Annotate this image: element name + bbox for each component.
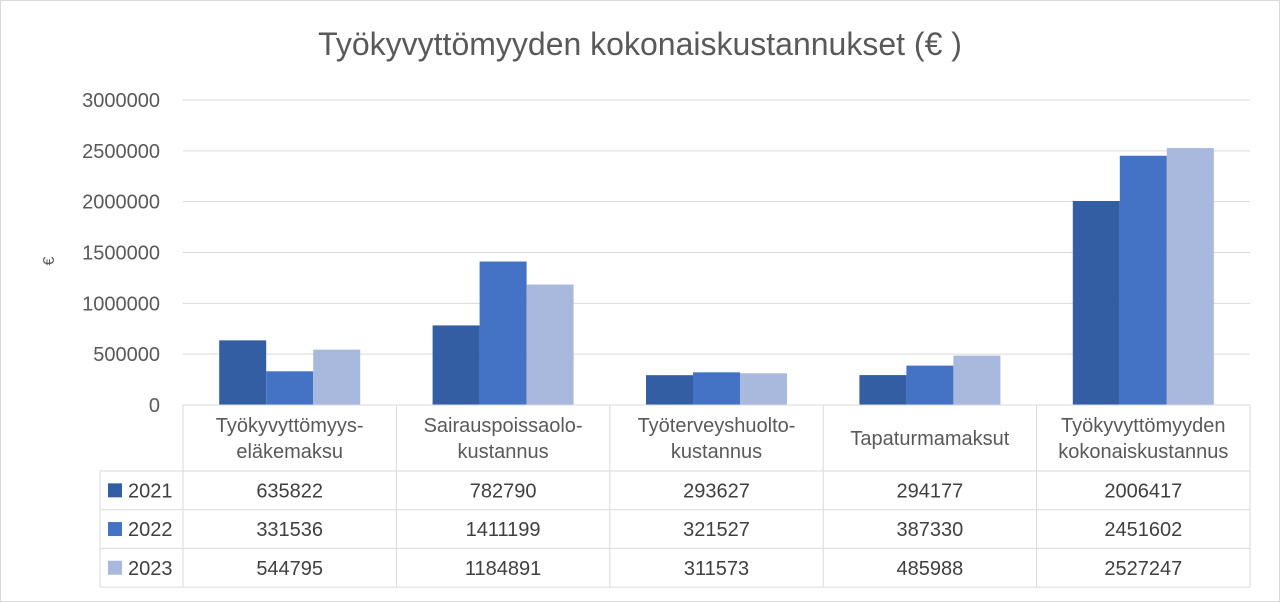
data-label: 294177 — [897, 480, 964, 502]
y-tick-label: 2000000 — [82, 192, 160, 214]
bar-2023 — [526, 284, 574, 405]
bar-2021 — [859, 375, 907, 405]
category-label: Työterveyshuolto- — [638, 415, 796, 437]
bar-2022 — [479, 261, 527, 405]
category-label: Työkyvyttömyyden — [1061, 415, 1226, 437]
category-label: Sairauspoissaolo- — [424, 415, 583, 437]
bar-2022 — [1119, 155, 1167, 405]
bar-2023 — [953, 355, 1001, 405]
y-tick-label: 0 — [149, 395, 160, 417]
bar-2022 — [906, 365, 954, 405]
legend-label: 2023 — [128, 558, 173, 580]
data-label: 2006417 — [1104, 480, 1182, 502]
data-label: 1184891 — [465, 558, 541, 580]
category-label: kokonaiskustannus — [1058, 441, 1228, 463]
category-label: Tapaturmamaksut — [850, 428, 1009, 450]
bar-2023 — [313, 349, 361, 405]
legend-label: 2021 — [128, 480, 173, 502]
category-label: eläkemaksu — [236, 441, 343, 463]
data-label: 387330 — [897, 519, 964, 541]
data-label: 321527 — [683, 519, 750, 541]
data-label: 1411199 — [466, 519, 541, 541]
bar-2023 — [740, 373, 787, 405]
data-label: 635822 — [256, 480, 323, 502]
category-label: kustannus — [458, 441, 549, 463]
data-label: 782790 — [470, 480, 537, 502]
bar-2023 — [1166, 148, 1214, 405]
category-label: Työkyvyttömyys- — [216, 415, 364, 437]
y-tick-label: 500000 — [93, 344, 160, 366]
legend-label: 2022 — [128, 519, 173, 541]
bar-2021 — [432, 325, 480, 405]
legend-key-2023 — [108, 560, 122, 575]
bar-2021 — [219, 340, 267, 405]
data-label: 485988 — [897, 558, 964, 580]
legend-key-2022 — [108, 522, 122, 537]
bar-2022 — [693, 372, 740, 405]
legend-key-2021 — [108, 483, 122, 498]
data-label: 311573 — [684, 558, 749, 580]
data-label: 331536 — [256, 519, 323, 541]
data-label: 2451602 — [1104, 519, 1182, 541]
y-tick-label: 1000000 — [82, 293, 160, 315]
category-label: kustannus — [671, 441, 762, 463]
y-tick-label: 2500000 — [82, 141, 160, 163]
y-tick-label: 1500000 — [82, 243, 160, 265]
data-label: 544795 — [256, 558, 323, 580]
bar-2022 — [266, 371, 314, 405]
bar-2021 — [1072, 201, 1120, 405]
chart-title: Työkyvyttömyyden kokonaiskustannukset (€… — [318, 26, 962, 62]
data-label: 293627 — [683, 480, 750, 502]
bar-2021 — [646, 375, 693, 405]
y-tick-label: 3000000 — [82, 90, 160, 112]
data-label: 2527247 — [1104, 558, 1182, 580]
